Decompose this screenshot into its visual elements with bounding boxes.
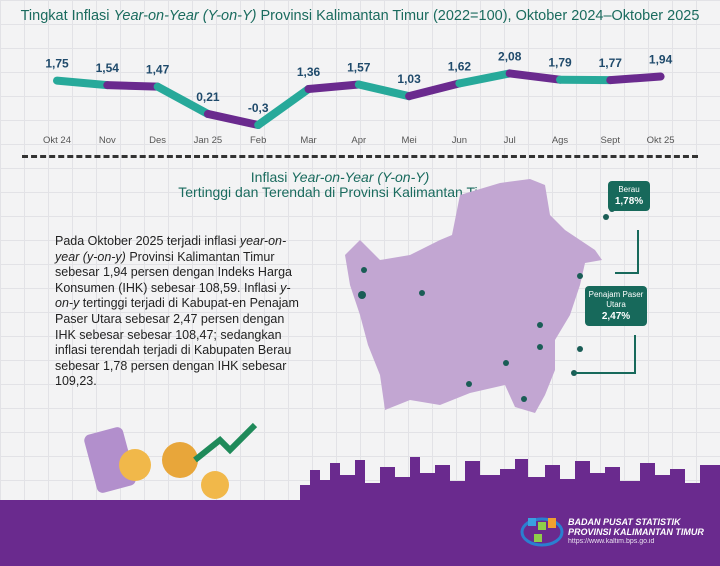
line-segment: [103, 81, 162, 91]
footer-bar: [0, 500, 720, 566]
data-label: 1,54: [96, 61, 120, 75]
x-tick-label: Ags: [552, 135, 569, 146]
line-segment: [203, 109, 263, 129]
section-subtitle: Inflasi Year-on-Year (Y-on-Y) Tertinggi …: [178, 169, 502, 200]
data-label: 1,79: [548, 56, 572, 70]
x-tick-label: Feb: [250, 135, 266, 146]
data-label: 1,03: [397, 72, 421, 86]
city-markers: [358, 206, 615, 402]
line-segment: [505, 69, 564, 84]
data-label: 1,36: [297, 65, 321, 79]
data-label: -0,3: [248, 101, 269, 115]
data-label: 1,94: [649, 52, 673, 66]
x-tick-label: Okt 24: [43, 135, 71, 146]
line-segment: [354, 80, 414, 101]
line-segment: [254, 85, 313, 129]
x-tick-label: Sept: [601, 135, 621, 146]
x-tick-label: Nov: [99, 135, 116, 146]
callout-penajam-paser-utara: Penajam Paser Utara 2,47%: [585, 286, 647, 326]
line-segment: [606, 72, 665, 85]
divider: [22, 155, 698, 158]
bps-logo-icon: [520, 517, 564, 547]
x-tick-label: Apr: [351, 135, 366, 146]
chart-title: Tingkat Inflasi Year-on-Year (Y-on-Y) Pr…: [20, 8, 700, 24]
data-label: 1,62: [448, 59, 472, 73]
x-tick-label: Jan 25: [194, 135, 223, 146]
line-segment: [53, 76, 112, 90]
data-label: 1,57: [347, 60, 371, 74]
line-segment: [455, 69, 514, 88]
x-tick-label: Mei: [401, 135, 416, 146]
kaltim-map: [345, 179, 639, 413]
callout-berau: Berau 1,78%: [608, 181, 650, 211]
x-tick-label: Jun: [452, 135, 467, 146]
data-label: 1,75: [45, 57, 69, 71]
line-segment: [153, 82, 212, 118]
x-tick-label: Okt 25: [647, 135, 675, 146]
data-label: 1,47: [146, 63, 170, 77]
summary-paragraph: Pada Oktober 2025 terjadi inflasi year-o…: [55, 234, 299, 389]
x-tick-label: Mar: [300, 135, 316, 146]
line-segment: [405, 79, 464, 101]
data-label: 2,08: [498, 49, 522, 63]
province-shape: [345, 179, 602, 413]
line-segment: [304, 80, 363, 94]
data-label: 1,77: [599, 56, 623, 70]
x-tick-label: Jul: [504, 135, 516, 146]
money-illustration-icon: [84, 422, 258, 499]
inflation-line-chart: 1,75 Okt 24 1,54 Nov 1,47 Des 0,21 Jan 25 -0,3 Fe…: [43, 49, 675, 146]
bps-org-name: BADAN PUSAT STATISTIK PROVINSI KALIMANTA…: [568, 517, 704, 545]
city-skyline-icon: [300, 457, 720, 503]
bps-url: https://www.kaltim.bps.go.id: [568, 538, 655, 545]
data-label: 0,21: [196, 90, 220, 104]
x-tick-label: Des: [149, 135, 166, 146]
